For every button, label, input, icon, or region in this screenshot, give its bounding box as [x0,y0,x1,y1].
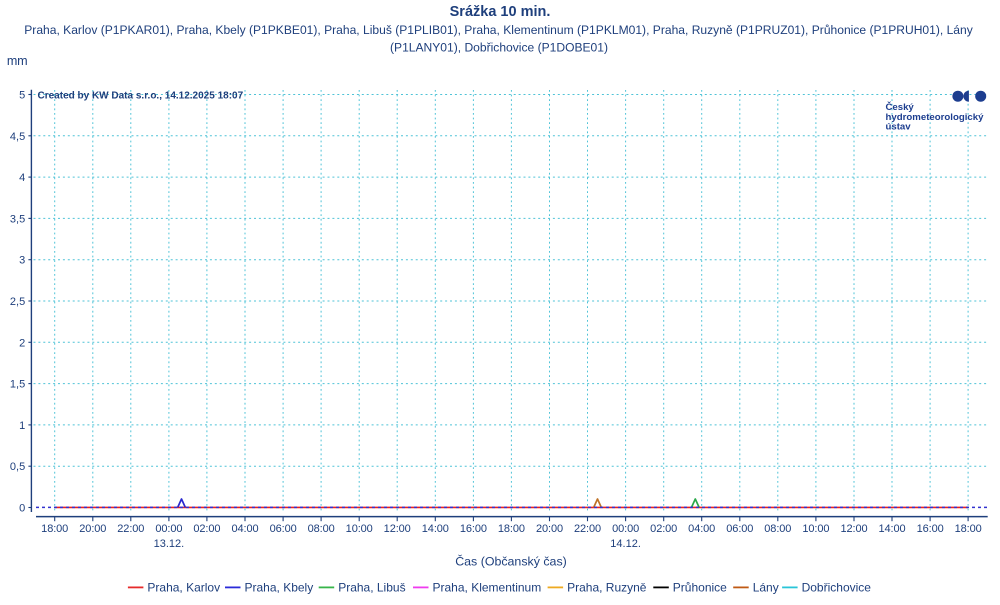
svg-text:hydrometeorologický: hydrometeorologický [886,112,985,123]
svg-text:3,5: 3,5 [10,213,25,225]
svg-text:3: 3 [19,255,25,267]
svg-text:Dobřichovice: Dobřichovice [802,581,872,595]
svg-text:14.12.: 14.12. [610,538,641,550]
svg-text:4,5: 4,5 [10,131,25,143]
svg-text:02:00: 02:00 [650,523,677,535]
svg-text:08:00: 08:00 [308,523,335,535]
svg-text:Srážka 10 min.: Srážka 10 min. [450,4,551,20]
svg-text:20:00: 20:00 [79,523,106,535]
svg-text:16:00: 16:00 [460,523,487,535]
svg-text:20:00: 20:00 [536,523,563,535]
svg-text:06:00: 06:00 [270,523,297,535]
svg-text:ústav: ústav [886,122,912,133]
svg-text:Průhonice: Průhonice [673,581,727,595]
svg-text:12:00: 12:00 [840,523,867,535]
svg-text:22:00: 22:00 [574,523,601,535]
svg-text:14:00: 14:00 [878,523,905,535]
svg-text:(P1LANY01), Dobřichovice (P1DO: (P1LANY01), Dobřichovice (P1DOBE01) [390,40,608,54]
svg-text:Lány: Lány [753,581,779,595]
svg-text:Praha, Libuš: Praha, Libuš [338,581,405,595]
svg-text:1: 1 [19,420,25,432]
svg-text:Praha, Klementinum: Praha, Klementinum [433,581,542,595]
svg-text:10:00: 10:00 [802,523,829,535]
svg-text:Praha, Kbely: Praha, Kbely [245,581,314,595]
svg-text:14:00: 14:00 [422,523,449,535]
svg-text:00:00: 00:00 [155,523,182,535]
svg-text:02:00: 02:00 [193,523,220,535]
svg-text:2: 2 [19,337,25,349]
svg-text:1,5: 1,5 [10,379,25,391]
svg-text:Praha, Ruzyně: Praha, Ruzyně [567,581,647,595]
svg-text:00:00: 00:00 [612,523,639,535]
svg-text:10:00: 10:00 [346,523,373,535]
svg-text:12:00: 12:00 [384,523,411,535]
svg-text:04:00: 04:00 [231,523,258,535]
svg-text:Praha, Karlov (P1PKAR01), Prah: Praha, Karlov (P1PKAR01), Praha, Kbely (… [24,23,973,37]
svg-text:4: 4 [19,172,25,184]
svg-text:Created by KW Data s.r.o., 14.: Created by KW Data s.r.o., 14.12.2025 18… [38,90,244,101]
svg-text:0: 0 [19,503,25,515]
svg-text:22:00: 22:00 [117,523,144,535]
svg-text:16:00: 16:00 [917,523,944,535]
svg-text:Čas (Občanský čas): Čas (Občanský čas) [455,553,567,568]
svg-text:08:00: 08:00 [764,523,791,535]
svg-text:Český: Český [886,101,915,113]
svg-text:18:00: 18:00 [41,523,68,535]
svg-text:13.12.: 13.12. [154,538,185,550]
svg-text:06:00: 06:00 [726,523,753,535]
svg-text:5: 5 [19,90,25,102]
svg-text:Praha, Karlov: Praha, Karlov [147,581,220,595]
svg-text:0,5: 0,5 [10,461,25,473]
svg-text:18:00: 18:00 [498,523,525,535]
svg-text:18:00: 18:00 [955,523,982,535]
svg-text:04:00: 04:00 [688,523,715,535]
svg-text:mm: mm [7,54,27,68]
svg-text:2,5: 2,5 [10,296,25,308]
